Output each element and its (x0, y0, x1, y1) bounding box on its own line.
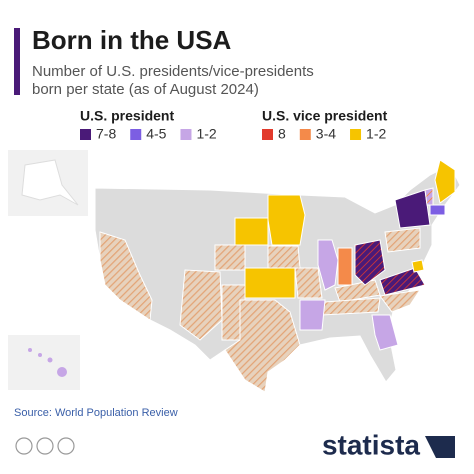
legend-swatch (299, 129, 311, 140)
legend-swatch (130, 129, 142, 140)
states (99, 159, 456, 393)
brand: statista (322, 429, 420, 460)
legend-label: 4-5 (146, 126, 166, 142)
brand-logo (425, 436, 455, 458)
map (8, 150, 461, 394)
hawaii-box (8, 335, 80, 390)
legend-swatch (180, 129, 192, 140)
legend-label: 1-2 (196, 126, 216, 142)
accent-bar (14, 28, 20, 95)
title: Born in the USA (32, 25, 232, 55)
legend-label: 3-4 (316, 126, 336, 142)
legend-swatch (262, 129, 273, 140)
legend-label: 7-8 (96, 126, 116, 142)
source: Source: World Population Review (14, 407, 178, 419)
legend-swatch (350, 129, 362, 140)
legend-label: 1-2 (366, 126, 386, 142)
subtitle: born per state (as of August 2024) (32, 81, 259, 98)
license-icons (15, 437, 75, 455)
legend-swatch (80, 129, 91, 140)
legend-title: U.S. president (80, 108, 174, 124)
hawaii (28, 348, 67, 377)
legend-title: U.S. vice president (262, 108, 388, 124)
alaska (21, 159, 79, 206)
legend-label: 8 (278, 126, 286, 142)
subtitle: Number of U.S. presidents/vice-president… (32, 63, 314, 80)
legend: U.S. president 7-8 4-5 1-2 U.S. vice preside… (80, 108, 388, 142)
